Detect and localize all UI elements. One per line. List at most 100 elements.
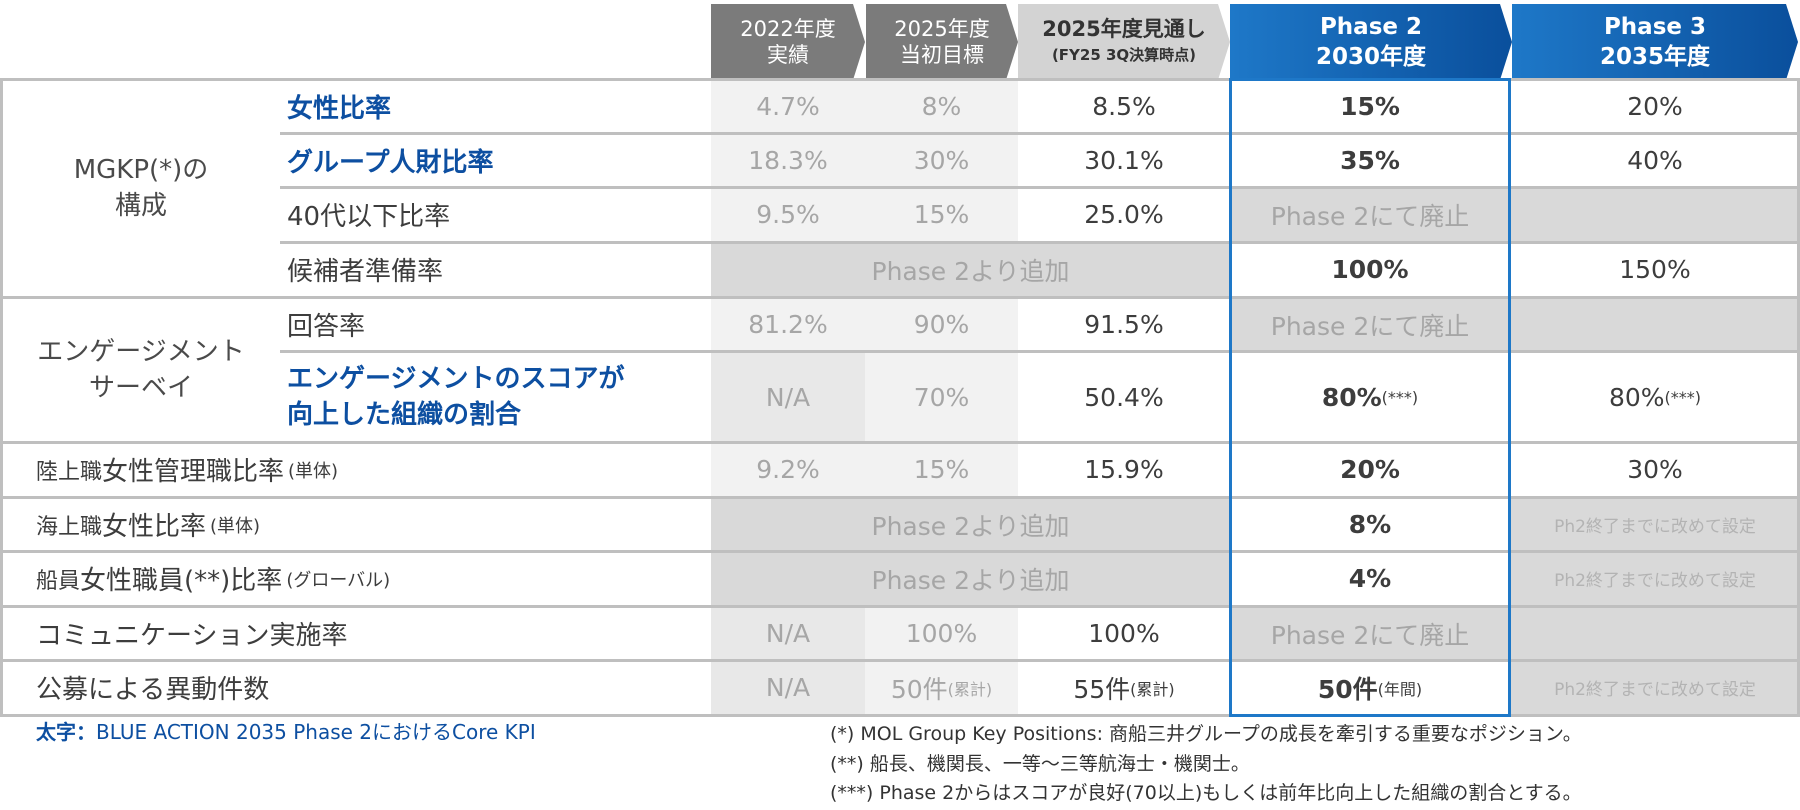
cell-2025: 15%: [865, 443, 1018, 496]
row-label-engagement-improved-orgs: エンゲージメントのスコアが 向上した組織の割合: [287, 364, 625, 430]
cell-2025-note: (累計): [947, 679, 993, 699]
cell-outlook: 8.5%: [1092, 92, 1156, 121]
cell-phase2: 4%: [1348, 564, 1392, 593]
cell-outlook: 30.1%: [1084, 146, 1164, 175]
row-label-seafarer-female-ratio: 船員 女性職員(**)比率 (グローバル): [36, 552, 390, 605]
cell-2025: 30%: [865, 134, 1018, 187]
cell-2025: 70%: [865, 352, 1018, 442]
header-fy2022-line1: 2022年度: [740, 17, 836, 41]
row-label-suffix: (グローバル): [286, 569, 391, 591]
cell-2022: N/A: [711, 352, 865, 442]
header-fy2025-outlook: 2025年度見通し (FY25 3Q決算時点): [1018, 4, 1230, 80]
cell-2025: 15%: [865, 188, 1018, 241]
grid-line: [280, 132, 1800, 135]
cell-phase3-tbd: Ph2終了までに改めて設定: [1510, 661, 1800, 714]
footnote-3: (***) Phase 2からはスコアが良好(70以上)もしくは前年比向上した組…: [830, 782, 1582, 804]
grid-line: [0, 605, 1800, 608]
cell-phase3: 150%: [1619, 255, 1691, 284]
cell-2025: 90%: [865, 298, 1018, 351]
cell-phase2: 80% (***): [1230, 352, 1510, 442]
cell-2022: 4.7%: [711, 80, 865, 133]
cell-phase3-note: (***): [1664, 387, 1702, 407]
cell-2022: N/A: [711, 661, 865, 714]
cell-outlook: 91.5%: [1084, 310, 1164, 339]
cell-phase2: 20%: [1340, 455, 1400, 484]
cell-outlook-value: 55件: [1073, 674, 1131, 704]
header-fy2025-line1: 2025年度: [894, 17, 990, 41]
grid-line: [0, 550, 1800, 553]
row-label-prefix: 船員: [36, 568, 81, 594]
header-outlook-line1: 2025年度見通し: [1042, 17, 1206, 41]
phase2-highlight-border: [1229, 78, 1511, 717]
header-phase3: Phase 3 2035年度: [1512, 4, 1798, 80]
header-phase2-line2: 2030年度: [1315, 44, 1426, 70]
grid-line: [280, 350, 1800, 353]
cell-phase2-note: (***): [1381, 387, 1419, 407]
cell-phase2-value: 80%: [1321, 382, 1382, 412]
row-label-suffix: (単体): [288, 460, 339, 482]
header-phase3-line1: Phase 3: [1603, 14, 1707, 40]
cell-merged-added-in-phase2: Phase 2より追加: [711, 552, 1230, 605]
cell-phase2-abolished: Phase 2にて廃止: [1230, 298, 1510, 351]
cell-phase3-empty: [1510, 607, 1800, 660]
header-fy2022: 2022年度 実績: [711, 4, 865, 80]
group-label-mgkp: MGKP(*)の 構成: [73, 155, 209, 221]
row-label-prefix: 陸上職: [36, 459, 103, 485]
footnote-2: (**) 船長、機関長、一等～三等航海士・機関士。: [830, 753, 1250, 775]
grid-line: [0, 441, 1800, 444]
cell-phase2-note: (年間): [1377, 679, 1423, 699]
header-outlook-line2: (FY25 3Q決算時点): [1051, 46, 1197, 64]
row-label-land-female-managers: 陸上職 女性管理職比率 (単体): [36, 443, 338, 496]
cell-outlook: 15.9%: [1084, 455, 1164, 484]
row-label-sea-female-ratio: 海上職 女性比率 (単体): [36, 498, 260, 551]
legend-text: BLUE ACTION 2035 Phase 2におけるCore KPI: [96, 720, 536, 744]
cell-2025: 8%: [865, 80, 1018, 133]
cell-outlook: 50.4%: [1084, 382, 1164, 412]
header-fy2025-line2: 当初目標: [899, 43, 984, 67]
cell-phase2: 35%: [1340, 146, 1400, 175]
group-label-engagement-survey: エンゲージメント サーベイ: [37, 337, 245, 403]
cell-phase2: 8%: [1348, 510, 1392, 539]
core-kpi-legend: 太字：BLUE ACTION 2035 Phase 2におけるCore KPI: [36, 720, 536, 745]
grid-line: [0, 659, 1800, 662]
footnote-1: (*) MOL Group Key Positions: 商船三井グループの成長…: [830, 723, 1582, 745]
cell-phase3: 40%: [1627, 146, 1683, 175]
cell-2022: 9.2%: [711, 443, 865, 496]
row-label-response-rate: 回答率: [287, 312, 366, 342]
row-label-main: 女性管理職比率: [102, 457, 285, 487]
cell-phase3-tbd: Ph2終了までに改めて設定: [1510, 498, 1800, 551]
cell-phase3-value: 80%: [1608, 382, 1665, 412]
cell-merged-added-in-phase2: Phase 2より追加: [711, 498, 1230, 551]
grid-line: [0, 496, 1800, 499]
cell-phase3-tbd: Ph2終了までに改めて設定: [1510, 552, 1800, 605]
row-label-under-40-ratio: 40代以下比率: [287, 202, 451, 232]
cell-outlook-note: (累計): [1130, 679, 1175, 699]
row-label-suffix: (単体): [210, 515, 261, 537]
grid-line: [280, 241, 1800, 244]
grid-left: [0, 78, 3, 717]
cell-2025: 100%: [865, 607, 1018, 660]
cell-phase3-empty: [1510, 298, 1800, 351]
cell-phase2-abolished: Phase 2にて廃止: [1230, 607, 1510, 660]
header-phase2-line1: Phase 2: [1319, 14, 1423, 40]
grid-line: [280, 186, 1800, 189]
cell-phase2: 100%: [1331, 255, 1409, 284]
header-fy2022-line2: 実績: [766, 43, 809, 67]
cell-phase2: 50件 (年間): [1230, 661, 1510, 714]
cell-2022: N/A: [711, 607, 865, 660]
grid-top: [0, 78, 1800, 81]
cell-outlook: 25.0%: [1084, 200, 1164, 229]
header-fy2025: 2025年度 当初目標: [866, 4, 1018, 80]
row-label-main: 女性職員(**)比率: [80, 566, 283, 596]
cell-phase2-value: 50件: [1317, 674, 1378, 704]
grid-line: [0, 296, 1800, 299]
cell-merged-added-in-phase2: Phase 2より追加: [711, 243, 1230, 296]
cell-2025: 50件 (累計): [865, 661, 1018, 714]
cell-2022: 18.3%: [711, 134, 865, 187]
header-phase2: Phase 2 2030年度: [1230, 4, 1512, 80]
grid-right: [1797, 78, 1800, 717]
cell-outlook: 55件 (累計): [1018, 661, 1230, 714]
row-label-candidate-readiness: 候補者準備率: [287, 257, 444, 287]
cell-2022: 9.5%: [711, 188, 865, 241]
cell-2025-value: 50件: [890, 674, 948, 704]
